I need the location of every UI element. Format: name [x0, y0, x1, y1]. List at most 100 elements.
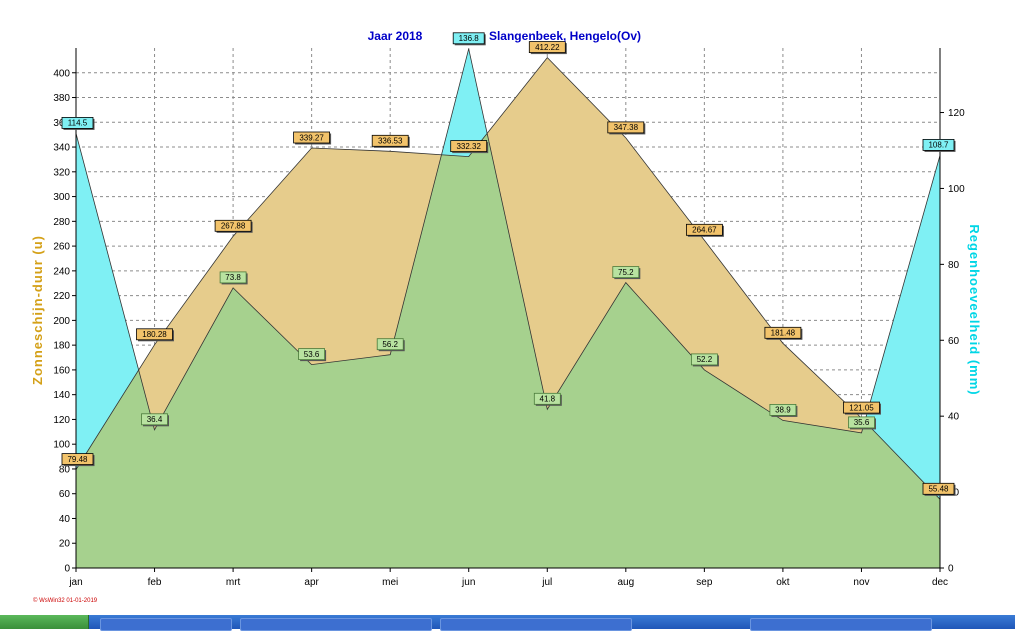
sunshine-data-label: 79.48	[61, 453, 95, 467]
y2-tick-label: 40	[948, 412, 960, 423]
x-tick-label: nov	[853, 577, 869, 588]
sunshine-data-label: 180.28	[136, 328, 174, 342]
y2-tick-label: 60	[948, 336, 960, 347]
sunshine-data-label: 347.38	[607, 121, 646, 135]
sunshine-data-label: 336.53	[371, 134, 410, 148]
footer-credit: © WsWin32 01-01-2019	[33, 597, 98, 604]
y-tick-label: 180	[53, 341, 70, 352]
y-tick-label: 320	[53, 167, 70, 178]
rainfall-line	[75, 48, 941, 434]
sunshine-data-label-box	[607, 121, 645, 134]
sunshine-data-label-text: 339.27	[299, 133, 324, 142]
axes: 0 20 40 60 80 100 120 140 160 180 200 220 240 260 280 3…	[53, 48, 965, 588]
sunshine-data-label: 55.48	[922, 482, 956, 496]
rainfall-data-label-text: 73.8	[225, 273, 241, 282]
y-tick-label: 340	[53, 143, 70, 154]
y-tick-label: 120	[53, 415, 70, 426]
y-tick-label: 280	[53, 217, 70, 228]
rainfall-data-label-text: 53.6	[304, 350, 320, 359]
sunshine-data-label-box	[686, 223, 723, 236]
sunshine-data-label: 264.67	[686, 223, 724, 237]
y-tick-label: 240	[53, 266, 70, 277]
y-tick-label: 0	[64, 564, 70, 575]
y-tick-label: 300	[53, 192, 70, 203]
rainfall-data-label: 35.6	[848, 416, 876, 430]
start-button[interactable]	[0, 615, 89, 629]
sunshine-data-label-box	[214, 219, 252, 232]
rainfall-data-label-text: 75.2	[618, 268, 634, 277]
y-tick-label: 160	[53, 365, 70, 376]
rainfall-data-label: 38.9	[769, 403, 798, 417]
sunshine-data-label-text: 79.48	[67, 455, 88, 464]
sunshine-data-label-text: 121.05	[849, 403, 874, 412]
x-tick-label: jan	[68, 577, 82, 588]
y-tick-label: 220	[53, 291, 70, 302]
rainfall-data-label-box	[141, 413, 168, 426]
taskbar-item[interactable]	[100, 618, 232, 631]
taskbar-item[interactable]	[240, 618, 432, 631]
y-tick-label: 100	[53, 440, 70, 451]
rainfall-data-label-text: 108.7	[928, 141, 949, 150]
sunshine-data-label-box	[528, 41, 566, 53]
rainfall-data-label: 73.8	[219, 271, 248, 285]
rainfall-data-label-box	[769, 403, 797, 416]
rainfall-data-label: 136.8	[452, 32, 486, 46]
rainfall-data-label-box	[61, 117, 94, 129]
sunshine-data-label-box	[450, 140, 488, 153]
sunshine-data-label-text: 55.48	[928, 485, 949, 494]
taskbar-item[interactable]	[750, 618, 932, 631]
rainfall-data-label-box	[452, 32, 485, 45]
y-tick-label: 40	[59, 514, 71, 525]
taskbar	[0, 615, 1015, 631]
y-axis-label: Zonneschijn-duur (u)	[30, 235, 45, 385]
rainfall-data-label: 52.2	[691, 353, 719, 367]
rainfall-data-label-box	[219, 271, 247, 284]
x-tick-label: dec	[932, 577, 948, 588]
y-tick-label: 400	[53, 68, 70, 79]
y-tick-label: 260	[53, 242, 70, 253]
taskbar-item[interactable]	[440, 618, 632, 631]
x-tick-label: feb	[148, 577, 162, 588]
x-tick-label: jun	[461, 577, 475, 588]
rainfall-data-label: 56.2	[376, 338, 405, 352]
sunshine-data-label: 412.22	[528, 41, 567, 55]
data-labels: 79.48 180.28 267.88 339.27 336.53 332.32 412.2…	[61, 32, 956, 496]
rainfall-data-label-text: 114.5	[68, 119, 88, 128]
x-tick-label: okt	[776, 577, 790, 588]
rainfall-data-label: 75.2	[612, 266, 641, 280]
y-tick-label: 380	[53, 93, 70, 104]
chart-subtitle: Slangenbeek, Hengelo(Ov)	[489, 29, 641, 43]
y-tick-label: 60	[59, 489, 71, 500]
rainfall-data-label-text: 36.4	[147, 415, 163, 424]
sunshine-data-label-text: 180.28	[142, 330, 167, 339]
y2-axis-label: Regenhoeveelheid (mm)	[967, 224, 982, 395]
sunshine-data-label: 267.88	[214, 219, 253, 233]
sunshine-data-label-text: 267.88	[221, 222, 246, 231]
rainfall-data-label-box	[691, 353, 718, 366]
sunshine-data-label-text: 332.32	[456, 142, 481, 151]
y2-tick-label: 0	[948, 564, 954, 575]
sunshine-data-label-text: 412.22	[535, 43, 560, 52]
rainfall-data-label-text: 38.9	[775, 406, 791, 415]
rainfall-data-label: 53.6	[298, 348, 327, 362]
x-tick-label: mrt	[226, 577, 241, 588]
y-tick-label: 20	[59, 539, 71, 550]
sunshine-line	[75, 56, 941, 500]
x-tick-label: aug	[617, 577, 634, 588]
y2-tick-label: 100	[948, 184, 965, 195]
sunshine-data-label-box	[922, 482, 955, 495]
chart-title: Jaar 2018	[368, 29, 423, 43]
sunshine-data-label-text: 336.53	[378, 137, 403, 146]
sunshine-data-label-text: 347.38	[614, 123, 639, 132]
sunshine-data-label-box	[136, 328, 173, 341]
rainfall-data-label-box	[533, 392, 561, 405]
sunshine-data-label: 121.05	[843, 401, 881, 415]
sunshine-data-label-box	[61, 453, 94, 466]
x-tick-label: apr	[304, 577, 319, 588]
y2-tick-label: 80	[948, 260, 960, 271]
rainfall-data-label-text: 52.2	[697, 355, 713, 364]
rainfall-data-label-text: 136.8	[459, 34, 480, 43]
rainfall-data-label-box	[922, 138, 955, 151]
sunshine-data-label-box	[371, 134, 409, 147]
